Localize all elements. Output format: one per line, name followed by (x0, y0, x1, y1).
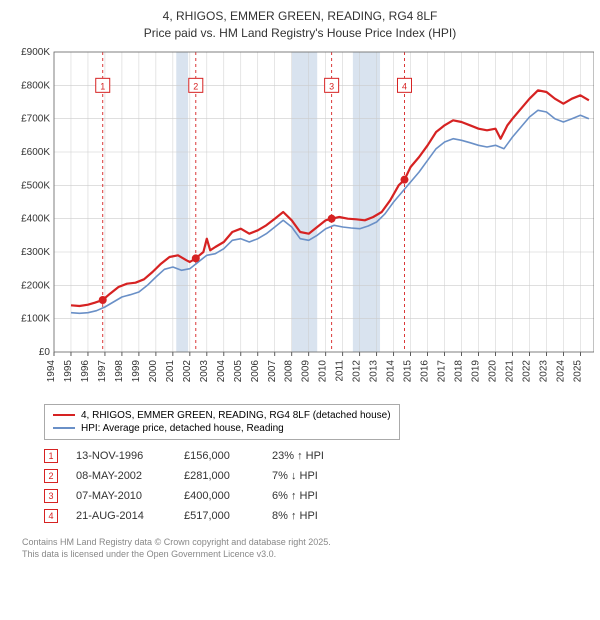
svg-text:4: 4 (402, 81, 407, 91)
title-line1: 4, RHIGOS, EMMER GREEN, READING, RG4 8LF (14, 8, 586, 25)
footer-line1: Contains HM Land Registry data © Crown c… (22, 536, 586, 548)
svg-text:1996: 1996 (80, 359, 91, 382)
sale-date: 07-MAY-2010 (76, 490, 166, 502)
svg-text:2022: 2022 (521, 359, 532, 382)
sale-date: 08-MAY-2002 (76, 470, 166, 482)
svg-text:2025: 2025 (572, 359, 583, 382)
sale-delta: 8% ↑ HPI (272, 510, 352, 522)
svg-text:1995: 1995 (63, 359, 74, 382)
svg-text:2003: 2003 (199, 359, 210, 382)
svg-text:2019: 2019 (471, 359, 482, 382)
sales-list: 1 13-NOV-1996 £156,000 23% ↑ HPI 2 08-MAY-200… (44, 446, 586, 526)
svg-text:£0: £0 (39, 347, 51, 358)
svg-text:3: 3 (329, 81, 334, 91)
sale-date: 21-AUG-2014 (76, 510, 166, 522)
sale-marker-box: 1 (44, 449, 58, 463)
svg-text:2021: 2021 (504, 359, 515, 382)
svg-text:2010: 2010 (318, 359, 329, 382)
svg-text:2000: 2000 (148, 359, 159, 382)
svg-text:£300K: £300K (21, 247, 50, 258)
sale-row: 3 07-MAY-2010 £400,000 6% ↑ HPI (44, 486, 586, 506)
svg-text:2: 2 (193, 81, 198, 91)
legend-row-property: 4, RHIGOS, EMMER GREEN, READING, RG4 8LF… (53, 409, 391, 422)
svg-text:2017: 2017 (437, 359, 448, 382)
svg-text:2020: 2020 (488, 359, 499, 382)
svg-text:2011: 2011 (335, 359, 346, 381)
svg-text:2009: 2009 (301, 359, 312, 382)
sale-row: 2 08-MAY-2002 £281,000 7% ↓ HPI (44, 466, 586, 486)
svg-text:1994: 1994 (46, 359, 57, 382)
sale-price: £281,000 (184, 470, 254, 482)
svg-text:2002: 2002 (182, 359, 193, 382)
svg-text:£500K: £500K (21, 180, 50, 191)
svg-text:£700K: £700K (21, 113, 50, 124)
svg-text:2014: 2014 (386, 359, 397, 382)
legend-swatch-hpi (53, 427, 75, 429)
sale-row: 1 13-NOV-1996 £156,000 23% ↑ HPI (44, 446, 586, 466)
sale-marker-box: 4 (44, 509, 58, 523)
svg-text:£200K: £200K (21, 280, 50, 291)
sale-price: £400,000 (184, 490, 254, 502)
svg-text:2015: 2015 (403, 359, 414, 382)
svg-text:2023: 2023 (538, 359, 549, 382)
chart-svg: £0 £100K £200K £300K £400K £500K £600K £700K £80… (14, 48, 594, 398)
legend: 4, RHIGOS, EMMER GREEN, READING, RG4 8LF… (44, 404, 400, 440)
legend-row-hpi: HPI: Average price, detached house, Read… (53, 422, 391, 435)
footer-line2: This data is licensed under the Open Gov… (22, 548, 586, 560)
svg-text:2012: 2012 (352, 359, 363, 382)
sale-date: 13-NOV-1996 (76, 450, 166, 462)
sale-delta: 6% ↑ HPI (272, 490, 352, 502)
title-line2: Price paid vs. HM Land Registry's House … (14, 25, 586, 42)
sale-delta: 7% ↓ HPI (272, 470, 352, 482)
sale-price: £156,000 (184, 450, 254, 462)
svg-text:1: 1 (100, 81, 105, 91)
svg-text:2007: 2007 (267, 359, 278, 382)
price-chart: £0 £100K £200K £300K £400K £500K £600K £700K £80… (14, 48, 586, 398)
sale-delta: 23% ↑ HPI (272, 450, 352, 462)
legend-label-hpi: HPI: Average price, detached house, Read… (81, 423, 284, 434)
svg-text:2004: 2004 (216, 359, 227, 382)
svg-text:2001: 2001 (165, 359, 176, 382)
sale-marker-box: 3 (44, 489, 58, 503)
sale-price: £517,000 (184, 510, 254, 522)
legend-swatch-property (53, 414, 75, 416)
legend-label-property: 4, RHIGOS, EMMER GREEN, READING, RG4 8LF… (81, 410, 391, 421)
svg-text:2005: 2005 (233, 359, 244, 382)
svg-text:£600K: £600K (21, 147, 50, 158)
sale-row: 4 21-AUG-2014 £517,000 8% ↑ HPI (44, 506, 586, 526)
svg-text:2018: 2018 (454, 359, 465, 382)
chart-title: 4, RHIGOS, EMMER GREEN, READING, RG4 8LF… (14, 8, 586, 42)
svg-text:1999: 1999 (131, 359, 142, 382)
svg-text:1998: 1998 (114, 359, 125, 382)
svg-text:£800K: £800K (21, 80, 50, 91)
svg-text:2006: 2006 (250, 359, 261, 382)
svg-text:1997: 1997 (97, 359, 108, 382)
svg-text:2008: 2008 (284, 359, 295, 382)
svg-text:£400K: £400K (21, 213, 50, 224)
footer-attribution: Contains HM Land Registry data © Crown c… (22, 536, 586, 560)
svg-text:£100K: £100K (21, 313, 50, 324)
sale-marker-box: 2 (44, 469, 58, 483)
svg-text:2013: 2013 (369, 359, 380, 382)
svg-text:2024: 2024 (555, 359, 566, 382)
svg-text:£900K: £900K (21, 48, 50, 58)
svg-text:2016: 2016 (420, 359, 431, 382)
